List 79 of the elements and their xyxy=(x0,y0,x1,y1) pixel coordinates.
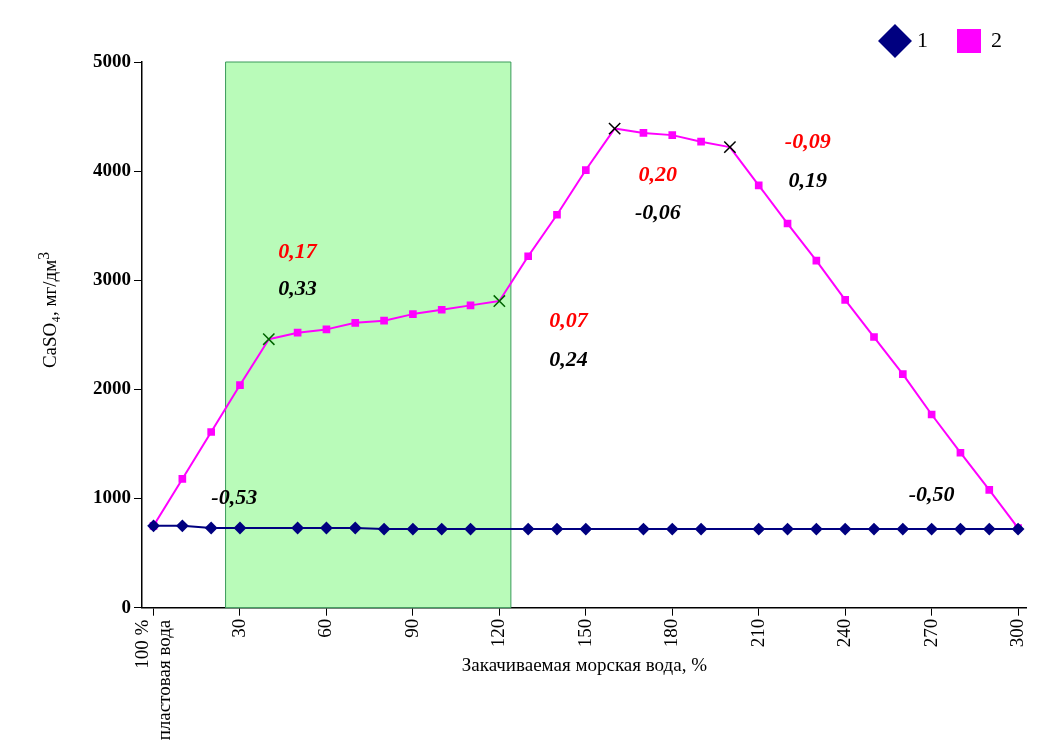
annotation: 0,24 xyxy=(549,345,588,371)
point xyxy=(666,523,679,536)
point xyxy=(983,523,996,536)
point xyxy=(351,319,360,327)
point xyxy=(925,523,938,536)
point xyxy=(639,129,648,137)
legend-label: 1 xyxy=(917,26,928,52)
legend-label: 2 xyxy=(991,26,1002,52)
y-tick-label: 3000 xyxy=(93,268,131,290)
point xyxy=(176,519,189,532)
point xyxy=(522,523,535,536)
point xyxy=(695,523,708,536)
annotation: 0,20 xyxy=(638,161,678,187)
annotation: -0,53 xyxy=(211,484,258,510)
point xyxy=(870,333,878,341)
annotation: 0,33 xyxy=(278,274,317,300)
point xyxy=(839,523,852,536)
point xyxy=(581,166,590,174)
point xyxy=(579,523,592,536)
point xyxy=(524,252,532,261)
annotation: 0,17 xyxy=(278,237,318,263)
point xyxy=(898,370,907,378)
point xyxy=(262,332,276,346)
point xyxy=(406,523,419,536)
point xyxy=(723,140,737,154)
point xyxy=(207,428,215,436)
annotation: 0,19 xyxy=(788,166,827,192)
point xyxy=(550,523,563,536)
annotation: 0,07 xyxy=(549,307,589,333)
point xyxy=(781,523,794,536)
y-tick-label: 4000 xyxy=(93,159,131,181)
y-tick-label: 5000 xyxy=(93,49,131,71)
x-tick-label: 300 xyxy=(1006,618,1028,648)
point xyxy=(697,137,705,146)
point xyxy=(320,522,333,535)
point xyxy=(233,522,246,535)
point xyxy=(409,310,417,318)
x-tick-label: 150 xyxy=(573,618,595,648)
annotation: -0,06 xyxy=(634,199,681,225)
point xyxy=(380,316,388,325)
x-tick-label: 270 xyxy=(919,618,941,648)
point xyxy=(956,448,965,457)
point xyxy=(464,523,477,536)
point xyxy=(435,523,448,536)
point xyxy=(1012,523,1025,536)
point xyxy=(754,181,763,190)
point xyxy=(896,523,909,536)
point xyxy=(985,486,994,494)
y-tick-label: 1000 xyxy=(93,486,131,508)
point xyxy=(291,522,304,535)
annotation: -0,09 xyxy=(784,128,831,154)
point xyxy=(492,294,506,308)
x-tick-label: 210 xyxy=(746,618,768,648)
text: 100 % пластовая вода xyxy=(130,619,174,741)
x-tick-label: 60 xyxy=(314,618,336,638)
point xyxy=(378,523,391,536)
point xyxy=(178,475,187,483)
y-tick-label: 2000 xyxy=(93,377,131,399)
y-tick-label: 0 xyxy=(121,595,131,617)
point xyxy=(752,523,765,536)
point xyxy=(437,305,446,314)
point xyxy=(349,522,362,535)
point xyxy=(236,381,244,389)
point xyxy=(205,522,218,535)
x-tick-label: 90 xyxy=(400,618,422,638)
annotation: -0,50 xyxy=(908,480,955,506)
x-tick-label: 120 xyxy=(487,618,509,648)
x-axis-title: Закачиваемая морская вода, % xyxy=(461,653,708,675)
x-tick-label: 30 xyxy=(227,618,249,638)
point xyxy=(668,131,677,139)
point xyxy=(810,523,823,536)
point xyxy=(553,210,561,219)
x-tick-label: 240 xyxy=(833,618,855,648)
point xyxy=(954,523,967,536)
point xyxy=(608,122,622,135)
x-tick-label: 180 xyxy=(660,618,682,648)
point xyxy=(867,523,880,536)
point xyxy=(841,296,849,304)
point xyxy=(637,523,650,536)
